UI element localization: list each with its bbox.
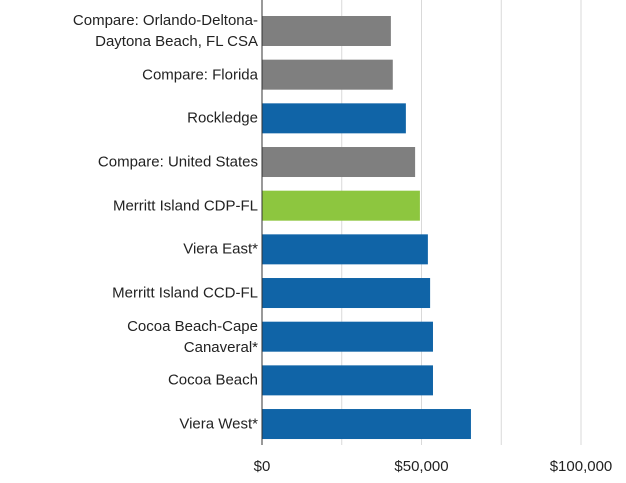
bar <box>262 321 433 352</box>
x-tick-label: $100,000 <box>549 458 613 475</box>
y-tick-label: Cocoa Beach-Cape Canaveral* <box>127 317 258 356</box>
x-tick-label: $0 <box>253 458 271 475</box>
bar <box>262 409 471 440</box>
bar <box>262 234 428 265</box>
y-tick-label: Merritt Island CDP-FL <box>112 197 258 215</box>
y-tick-label: Viera East* <box>183 240 258 258</box>
bar <box>262 365 433 396</box>
y-tick-label: Compare: Florida <box>142 66 258 84</box>
bar <box>262 103 406 134</box>
y-tick-label: Merritt Island CCD-FL <box>112 284 258 302</box>
y-tick-label: Cocoa Beach <box>167 371 258 389</box>
y-tick-label: Rockledge <box>187 109 258 127</box>
x-tick-label: $50,000 <box>394 458 449 475</box>
bar <box>262 190 420 221</box>
bar <box>262 59 393 90</box>
bar <box>262 16 391 46</box>
y-tick-label: Compare: Orlando-Deltona- Daytona Beach,… <box>72 12 258 50</box>
bar <box>262 147 416 178</box>
y-tick-label: Compare: United States <box>97 153 258 171</box>
bar <box>262 278 431 309</box>
y-tick-label: Viera West* <box>179 415 258 433</box>
